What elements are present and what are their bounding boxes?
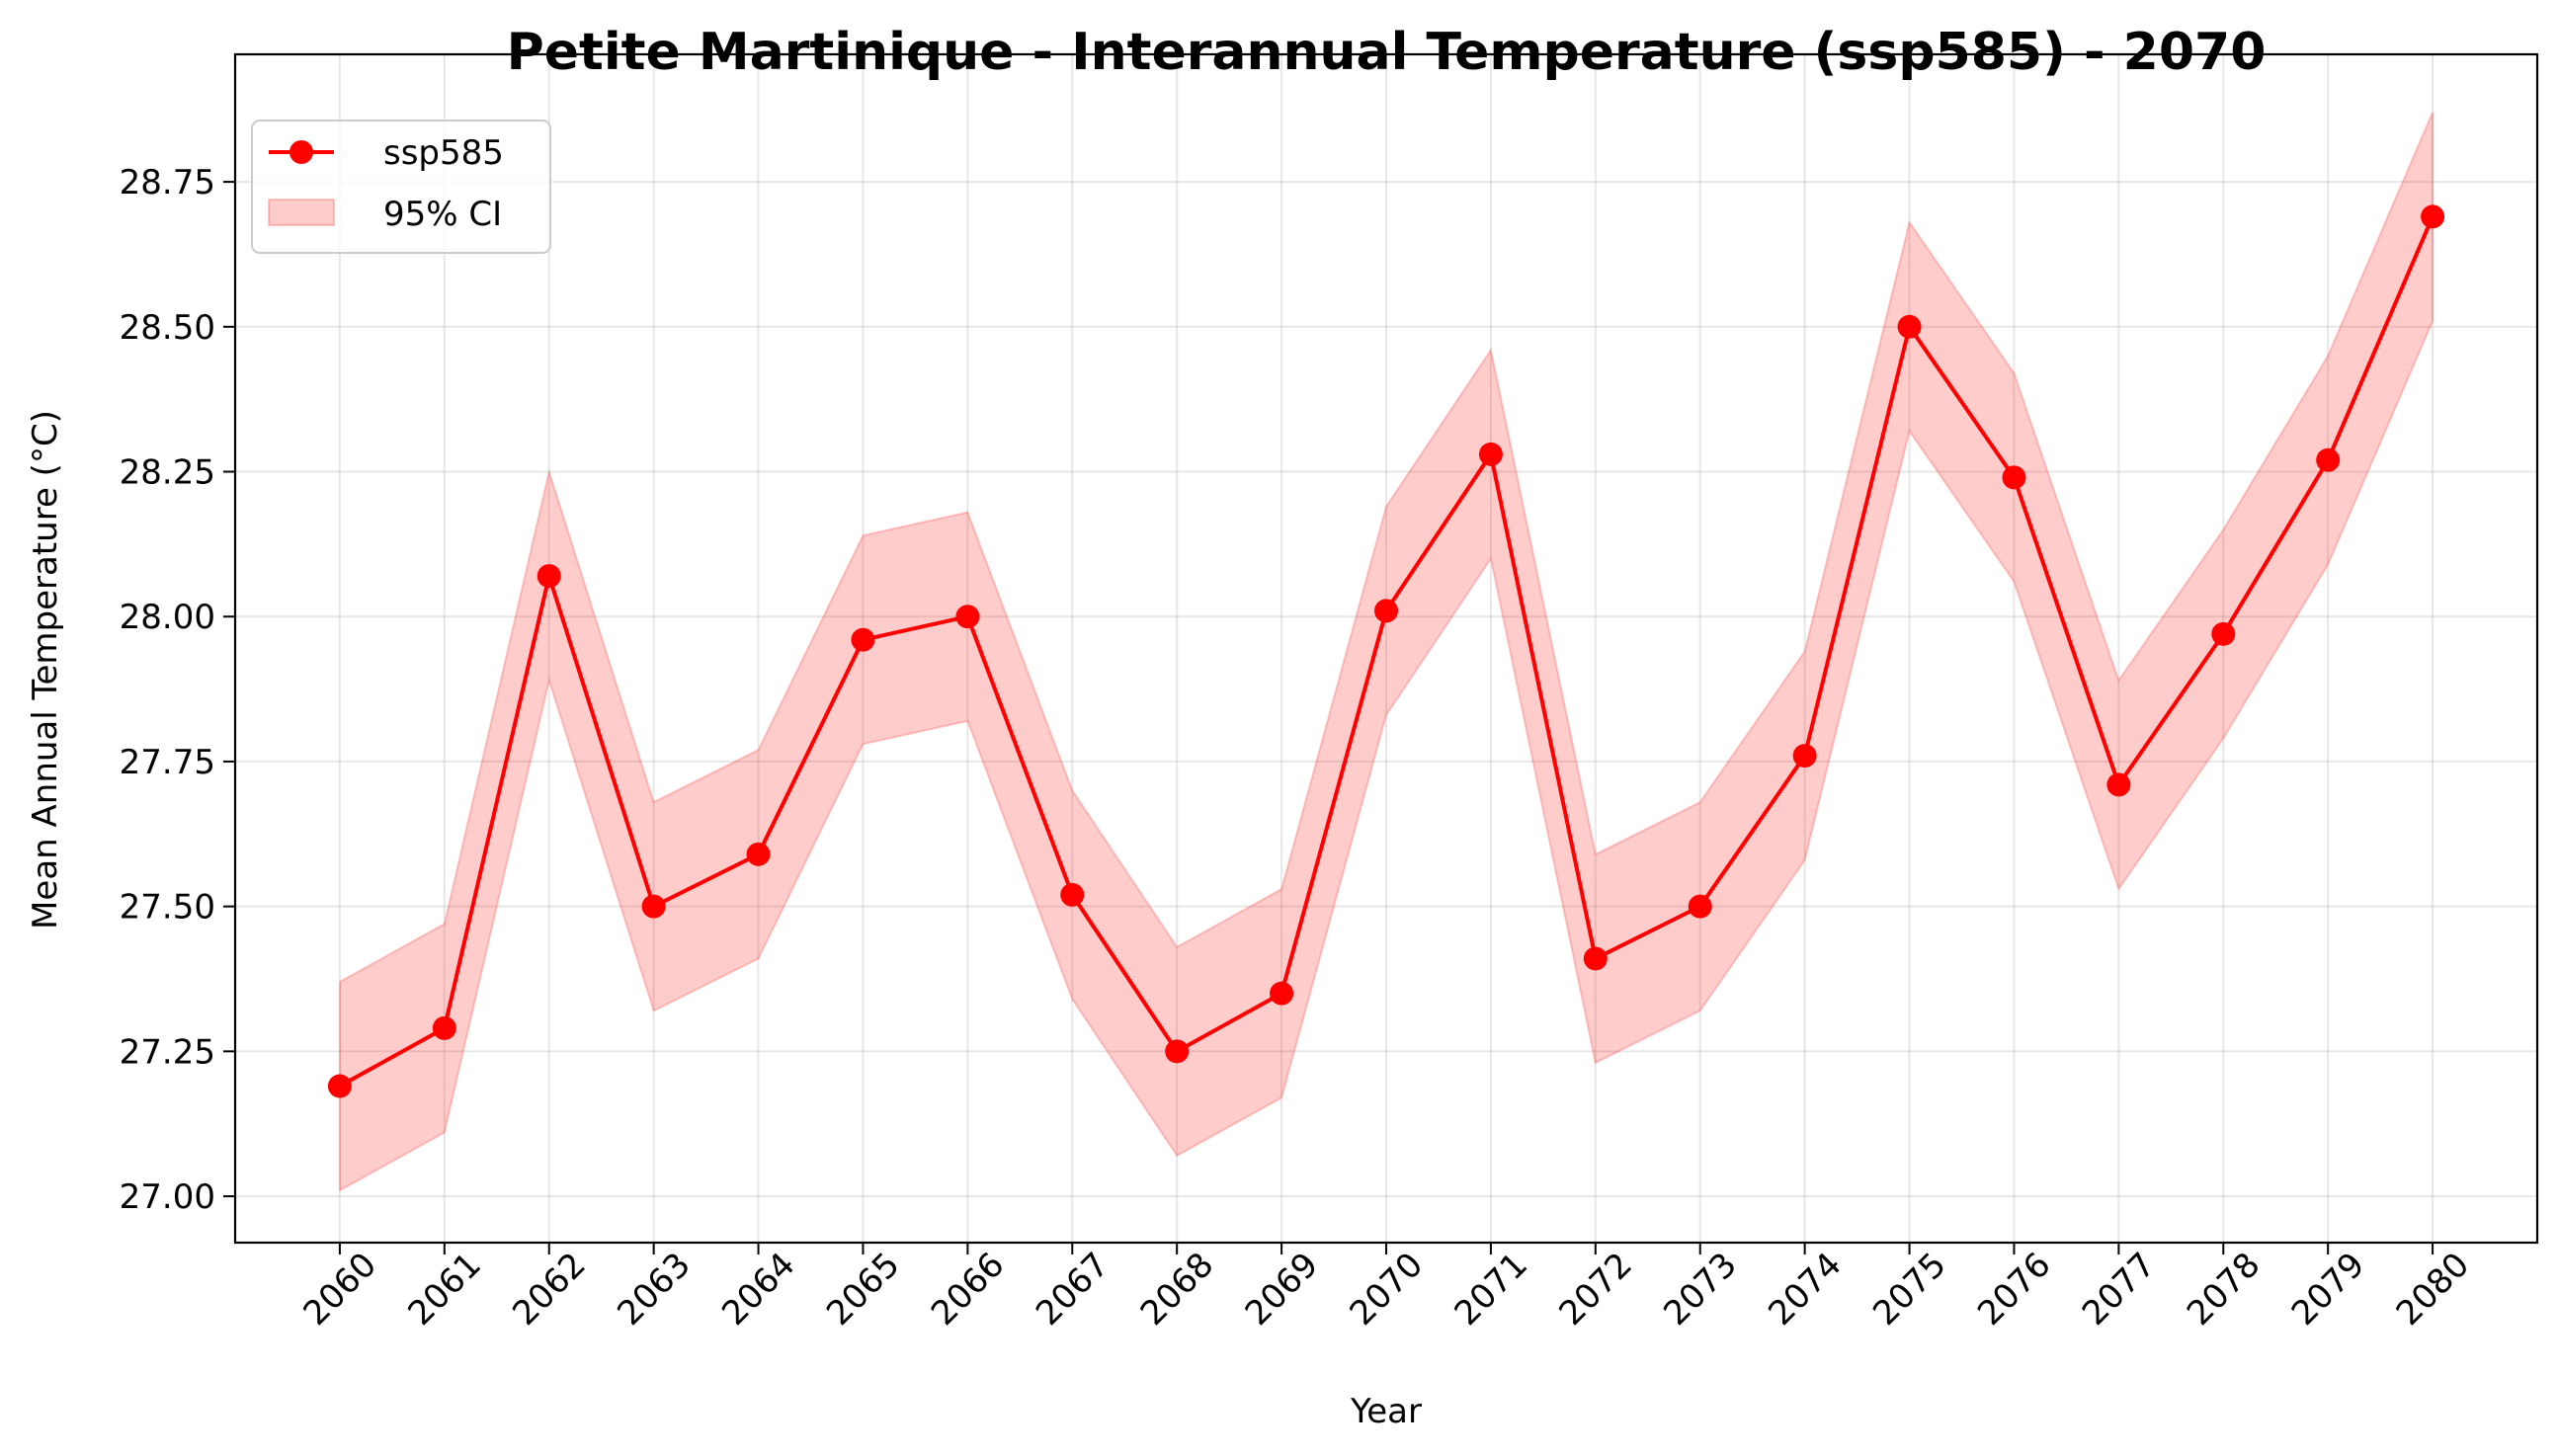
confidence-band-layer (338, 112, 2435, 1192)
data-point (746, 842, 771, 866)
y-tick-label: 27.75 (120, 743, 215, 782)
y-tick-label: 28.00 (120, 598, 215, 637)
y-axis-ticks: 27.00 27.25 27.50 27.75 28.00 28.25 28.50 28.75 (120, 163, 235, 1217)
data-point (327, 1074, 352, 1098)
grid-lines (235, 54, 2537, 1243)
y-tick-label: 27.25 (120, 1032, 215, 1072)
data-point (1270, 981, 1294, 1006)
y-tick-label: 28.25 (120, 453, 215, 493)
data-point (2316, 447, 2341, 472)
data-point (1060, 882, 1085, 907)
data-point (1792, 744, 1817, 768)
chart-title: Petite Martinique - Interannual Temperat… (507, 23, 2267, 82)
data-point (1478, 442, 1503, 466)
y-tick-label: 28.75 (120, 163, 215, 202)
data-point (1688, 894, 1712, 919)
data-points-layer (327, 204, 2445, 1098)
x-axis-label: Year (1350, 1392, 1422, 1431)
data-point (432, 1015, 456, 1040)
legend-band-swatch (268, 199, 335, 226)
legend: ssp585 95% CI (251, 120, 551, 254)
data-point (1165, 1039, 1190, 1064)
legend-marker-swatch (289, 140, 313, 164)
legend-entry-series: ssp585 (383, 133, 504, 173)
data-point (2211, 621, 2236, 646)
y-tick-label: 28.50 (120, 308, 215, 348)
y-tick-label: 27.00 (120, 1177, 215, 1217)
data-point (955, 605, 980, 629)
y-tick-label: 27.50 (120, 888, 215, 928)
data-point (851, 627, 875, 652)
data-point (1897, 314, 1922, 339)
data-point (1374, 599, 1398, 623)
data-point (2421, 204, 2445, 229)
data-point (1583, 946, 1608, 971)
legend-entry-ci: 95% CI (383, 195, 502, 234)
y-axis-label: Mean Annual Temperature (°C) (26, 410, 65, 930)
data-point (2002, 465, 2026, 490)
confidence-band (338, 112, 2435, 1192)
data-point (537, 564, 561, 589)
data-point (641, 894, 666, 919)
data-point (2106, 772, 2131, 797)
